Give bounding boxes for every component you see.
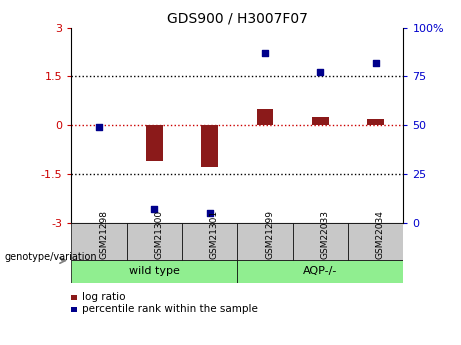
Point xyxy=(151,206,158,211)
Text: log ratio: log ratio xyxy=(82,293,125,302)
Point xyxy=(261,50,269,56)
Title: GDS900 / H3007F07: GDS900 / H3007F07 xyxy=(167,11,308,25)
Text: GSM21298: GSM21298 xyxy=(99,210,108,259)
Bar xyxy=(257,109,273,125)
Text: GSM22034: GSM22034 xyxy=(376,210,385,259)
Point xyxy=(95,124,103,130)
Bar xyxy=(71,260,237,283)
Text: percentile rank within the sample: percentile rank within the sample xyxy=(82,305,258,314)
Bar xyxy=(367,119,384,125)
Text: GSM21301: GSM21301 xyxy=(210,210,219,259)
Bar xyxy=(237,223,293,260)
Point xyxy=(372,60,379,66)
Bar xyxy=(237,260,403,283)
Text: GSM21299: GSM21299 xyxy=(265,210,274,259)
Point xyxy=(206,210,213,216)
Bar xyxy=(71,223,127,260)
Text: wild type: wild type xyxy=(129,266,180,276)
Bar xyxy=(182,223,237,260)
Text: GSM22033: GSM22033 xyxy=(320,210,330,259)
Bar xyxy=(312,117,329,125)
Text: AQP-/-: AQP-/- xyxy=(303,266,337,276)
Bar xyxy=(201,125,218,167)
Point xyxy=(317,70,324,75)
Bar xyxy=(127,223,182,260)
Text: genotype/variation: genotype/variation xyxy=(5,252,97,262)
Text: GSM21300: GSM21300 xyxy=(154,210,164,259)
Bar xyxy=(293,223,348,260)
Bar xyxy=(146,125,163,161)
Bar xyxy=(348,223,403,260)
